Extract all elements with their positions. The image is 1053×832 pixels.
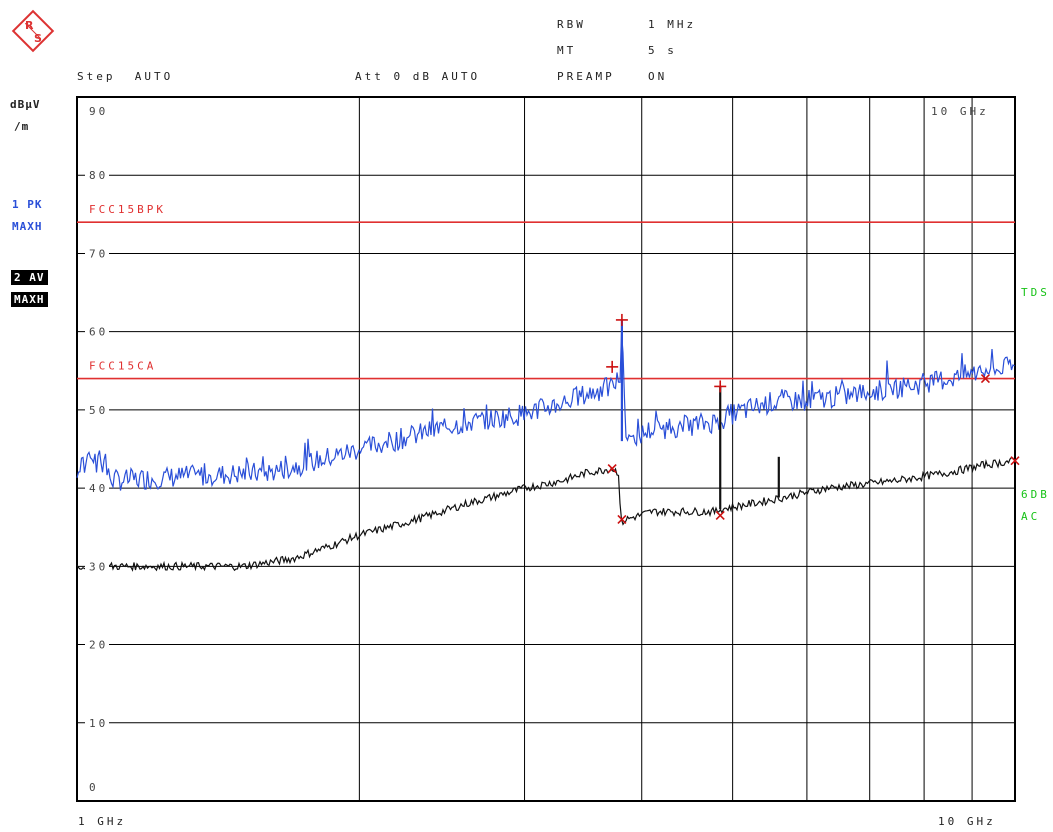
- marker-x-b: [607, 463, 617, 474]
- x-stop-label: 10 GHz: [938, 815, 996, 828]
- marker-1: [606, 360, 619, 373]
- rbw-value: 1 MHz: [648, 18, 697, 31]
- plot-grid: [76, 96, 1016, 802]
- logo-letter-s: S: [34, 32, 42, 45]
- attenuation-setting: Att 0 dB AUTO: [355, 70, 481, 83]
- marker-3: [714, 380, 727, 393]
- logo-letter-r: R: [25, 19, 34, 32]
- trace2-mode-badge: MAXH: [11, 292, 48, 307]
- sixdb-label: 6DB: [1021, 488, 1050, 501]
- y-tick-label-0: 0: [89, 781, 99, 794]
- trace-2: [76, 456, 1015, 573]
- y-tick-bg-80: [85, 168, 109, 182]
- preamp-value: ON: [648, 70, 668, 83]
- y-tick-bg-10: [85, 715, 109, 729]
- y-tick-bg-40: [85, 481, 109, 495]
- y-tick-label-80: 80: [89, 169, 108, 182]
- y-tick-label-10: 10: [89, 717, 108, 730]
- rohde-schwarz-logo-icon: R S: [11, 9, 55, 53]
- y-tick-bg-30: [85, 559, 109, 573]
- y-tick-label-50: 50: [89, 404, 108, 417]
- limit-lines: FCC15BPK FCC15CA: [77, 203, 1015, 380]
- mt-label: MT: [557, 44, 577, 57]
- step-setting: Step AUTO: [77, 70, 174, 83]
- marker-7: [715, 510, 725, 521]
- marker-x-b: [1010, 456, 1020, 466]
- marker-5: [607, 463, 617, 474]
- x-start-label: 1 GHz: [78, 815, 127, 828]
- marker-4: [980, 374, 991, 384]
- mt-value: 5 s: [648, 44, 677, 57]
- limit-label-0: FCC15BPK: [89, 203, 166, 216]
- trace1-mode: MAXH: [12, 220, 43, 233]
- unit-label-line1: dBµV: [10, 98, 41, 111]
- limit-label-1: FCC15CA: [89, 360, 156, 373]
- y-tick-label-30: 30: [89, 560, 108, 573]
- y-tick-label-60: 60: [89, 326, 108, 339]
- preamp-label: PREAMP: [557, 70, 615, 83]
- markers: [606, 313, 1020, 524]
- trace2-type-badge: 2 AV: [11, 270, 48, 285]
- trace-1: [76, 333, 1015, 491]
- y-tick-bg-60: [85, 324, 109, 338]
- plot-frame: [76, 96, 1016, 802]
- marker-6: [617, 514, 627, 524]
- rbw-label: RBW: [557, 18, 586, 31]
- y-tick-label-70: 70: [89, 247, 108, 260]
- tds-label: TDS: [1021, 286, 1050, 299]
- traces: [76, 319, 1015, 573]
- unit-label-line2: /m: [14, 120, 30, 133]
- trace1-type: 1 PK: [12, 198, 43, 211]
- marker-8: [1010, 456, 1020, 466]
- ac-label: AC: [1021, 510, 1041, 523]
- y-tick-bg-50: [85, 402, 109, 416]
- marker-x-b: [617, 514, 627, 524]
- y-tick-bg-20: [85, 637, 109, 651]
- y-tick-bg-70: [85, 246, 109, 260]
- top-right-freq-label: 10 GHz: [931, 105, 989, 118]
- plot-labels: 90 80 70 60 50 40 30 20 10 0 10 GHz: [85, 105, 989, 794]
- marker-x-b: [980, 374, 991, 384]
- y-tick-label-20: 20: [89, 639, 108, 652]
- y-tick-label-40: 40: [89, 482, 108, 495]
- y-tick-label-90: 90: [89, 105, 108, 118]
- marker-x-b: [715, 510, 725, 521]
- marker-2: [615, 313, 628, 326]
